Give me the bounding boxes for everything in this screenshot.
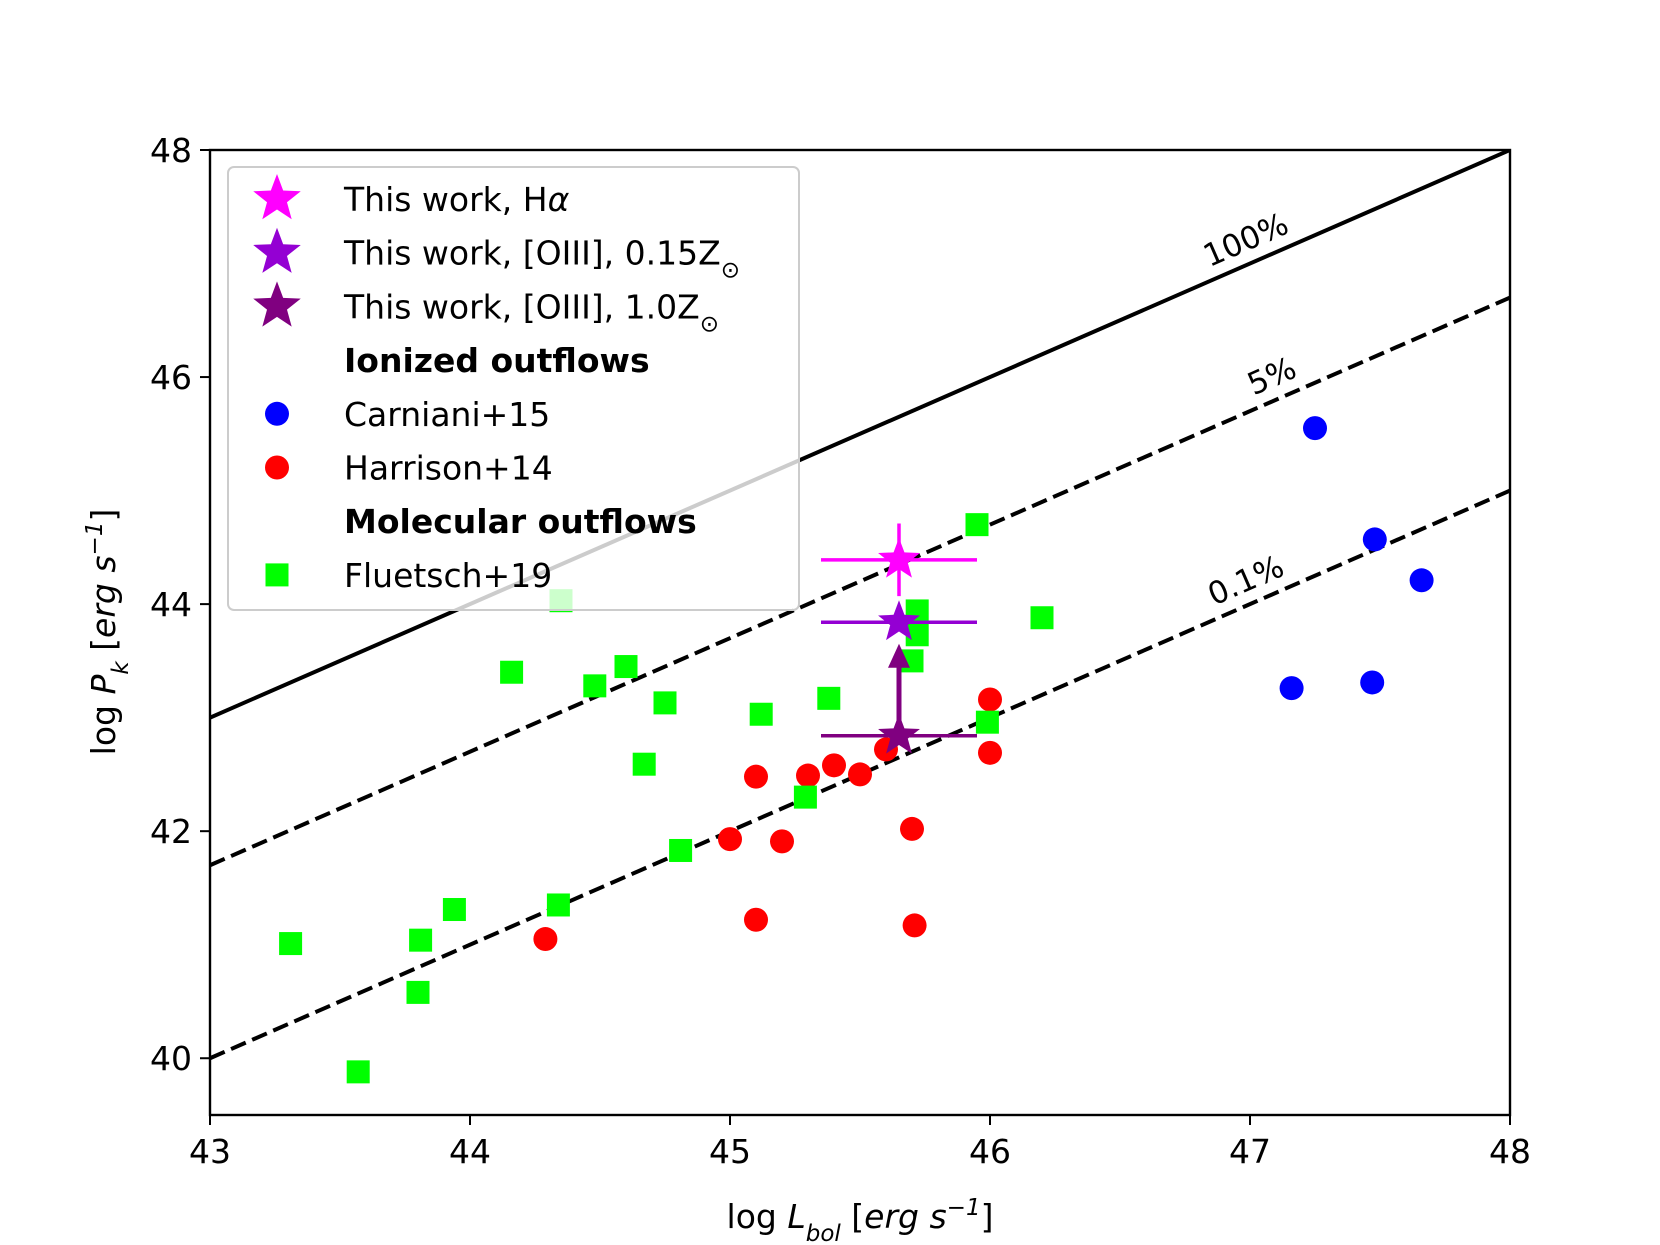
fluetsch-19-point bbox=[279, 932, 303, 956]
legend-label: Fluetsch+19 bbox=[344, 556, 552, 595]
fluetsch-19-point bbox=[442, 898, 466, 922]
legend-marker-star bbox=[253, 174, 301, 220]
harrison-14-point bbox=[978, 687, 1002, 712]
legend-marker-star bbox=[253, 281, 301, 327]
legend-label: Ionized outflows bbox=[344, 341, 650, 380]
fluetsch-19-point bbox=[346, 1060, 370, 1084]
fluetsch-19-point bbox=[975, 710, 999, 734]
harrison-14-point bbox=[902, 913, 927, 938]
reference-lines bbox=[210, 150, 1510, 1061]
x-axis-ticks: 43 44 45 46 47 48 bbox=[189, 1115, 1531, 1171]
y-tick-label: 40 bbox=[150, 1039, 192, 1078]
carniani-15-point bbox=[1279, 676, 1304, 701]
legend-label: This work, [OIII], 0.15Z⊙ bbox=[343, 234, 740, 284]
legend-entry: This work, [OIII], 0.15Z⊙ bbox=[253, 227, 740, 284]
harrison-14-point bbox=[796, 763, 820, 788]
harrison-14-point bbox=[718, 827, 742, 852]
legend-marker-circle bbox=[265, 401, 289, 426]
harrison-14-point bbox=[744, 907, 768, 932]
legend-marker-circle bbox=[265, 455, 289, 480]
x-tick-label: 48 bbox=[1489, 1132, 1531, 1171]
x-tick-label: 47 bbox=[1229, 1132, 1271, 1171]
fluetsch-19-point bbox=[614, 655, 638, 679]
x-tick-label: 43 bbox=[189, 1132, 231, 1171]
carniani-15-point bbox=[1362, 527, 1387, 552]
fluetsch-19-point bbox=[817, 686, 841, 710]
this-work-oiii-1-0z-point bbox=[878, 713, 920, 754]
fluetsch-19-point bbox=[1030, 606, 1054, 630]
fluetsch-19-point bbox=[905, 623, 929, 647]
fluetsch-19-point bbox=[965, 513, 989, 537]
this-work-h-point bbox=[878, 537, 920, 578]
legend: This work, Hα This work, [OIII], 0.15Z⊙Th… bbox=[227, 166, 800, 611]
carniani-15-point bbox=[1360, 670, 1385, 695]
legend-entry: Molecular outflows bbox=[344, 502, 697, 541]
fluetsch-19-point bbox=[500, 660, 524, 684]
y-tick-label: 48 bbox=[150, 131, 192, 170]
y-axis-label: log Pk [erg s−1] bbox=[82, 509, 134, 756]
legend-label: Carniani+15 bbox=[344, 395, 550, 434]
fluetsch-19-point bbox=[632, 752, 656, 776]
legend-marker-square bbox=[265, 563, 289, 587]
legend-label: Harrison+14 bbox=[344, 449, 553, 488]
fluetsch-19-point bbox=[583, 674, 607, 698]
carniani-15-point bbox=[1303, 416, 1327, 441]
x-tick-label: 45 bbox=[709, 1132, 751, 1171]
fluetsch-19-point bbox=[749, 702, 773, 726]
fluetsch-19-point bbox=[406, 980, 430, 1004]
this-work-oiii-1-0z-limit-arrowhead bbox=[888, 643, 910, 668]
harrison-14-point bbox=[848, 762, 872, 787]
y-tick-label: 46 bbox=[150, 358, 192, 397]
legend-entry: This work, Hα bbox=[253, 174, 570, 220]
reference-line-2 bbox=[210, 295, 1510, 868]
legend-marker-star bbox=[253, 227, 301, 273]
harrison-14-point bbox=[822, 753, 846, 778]
legend-label: This work, [OIII], 1.0Z⊙ bbox=[343, 287, 719, 337]
harrison-14-point bbox=[744, 764, 768, 789]
legend-label: Molecular outflows bbox=[344, 502, 697, 541]
x-axis-label: log Lbol [erg s−1] bbox=[727, 1195, 994, 1245]
this-work-oiii-0-15z-point bbox=[878, 600, 920, 641]
harrison-14-point bbox=[533, 927, 558, 952]
plot-frame bbox=[208, 148, 1512, 1117]
x-tick-label: 44 bbox=[449, 1132, 491, 1171]
legend-entry: Ionized outflows bbox=[344, 341, 650, 380]
legend-box bbox=[227, 166, 800, 611]
x-tick-label: 46 bbox=[969, 1132, 1011, 1171]
fluetsch-19-point bbox=[409, 928, 433, 952]
harrison-14-point bbox=[770, 829, 794, 854]
reference-line-1 bbox=[210, 150, 1510, 720]
y-axis-ticks: 40 42 44 46 48 bbox=[150, 131, 210, 1078]
fluetsch-19-point bbox=[653, 691, 677, 715]
data-points bbox=[279, 416, 1434, 1084]
harrison-14-point bbox=[978, 740, 1002, 765]
harrison-14-point bbox=[900, 816, 924, 841]
legend-entry: Fluetsch+19 bbox=[265, 556, 552, 595]
fluetsch-19-point bbox=[546, 893, 570, 917]
y-tick-label: 44 bbox=[150, 585, 192, 624]
legend-entry: Carniani+15 bbox=[265, 395, 550, 434]
fluetsch-19-point bbox=[793, 785, 817, 809]
legend-entry: Harrison+14 bbox=[265, 449, 553, 488]
legend-entry: This work, [OIII], 1.0Z⊙ bbox=[253, 281, 719, 337]
carniani-15-point bbox=[1409, 568, 1434, 593]
fluetsch-19-point bbox=[669, 838, 693, 862]
reference-line-3 bbox=[210, 488, 1510, 1061]
legend-label: This work, Hα bbox=[343, 180, 570, 219]
y-tick-label: 42 bbox=[150, 812, 192, 851]
